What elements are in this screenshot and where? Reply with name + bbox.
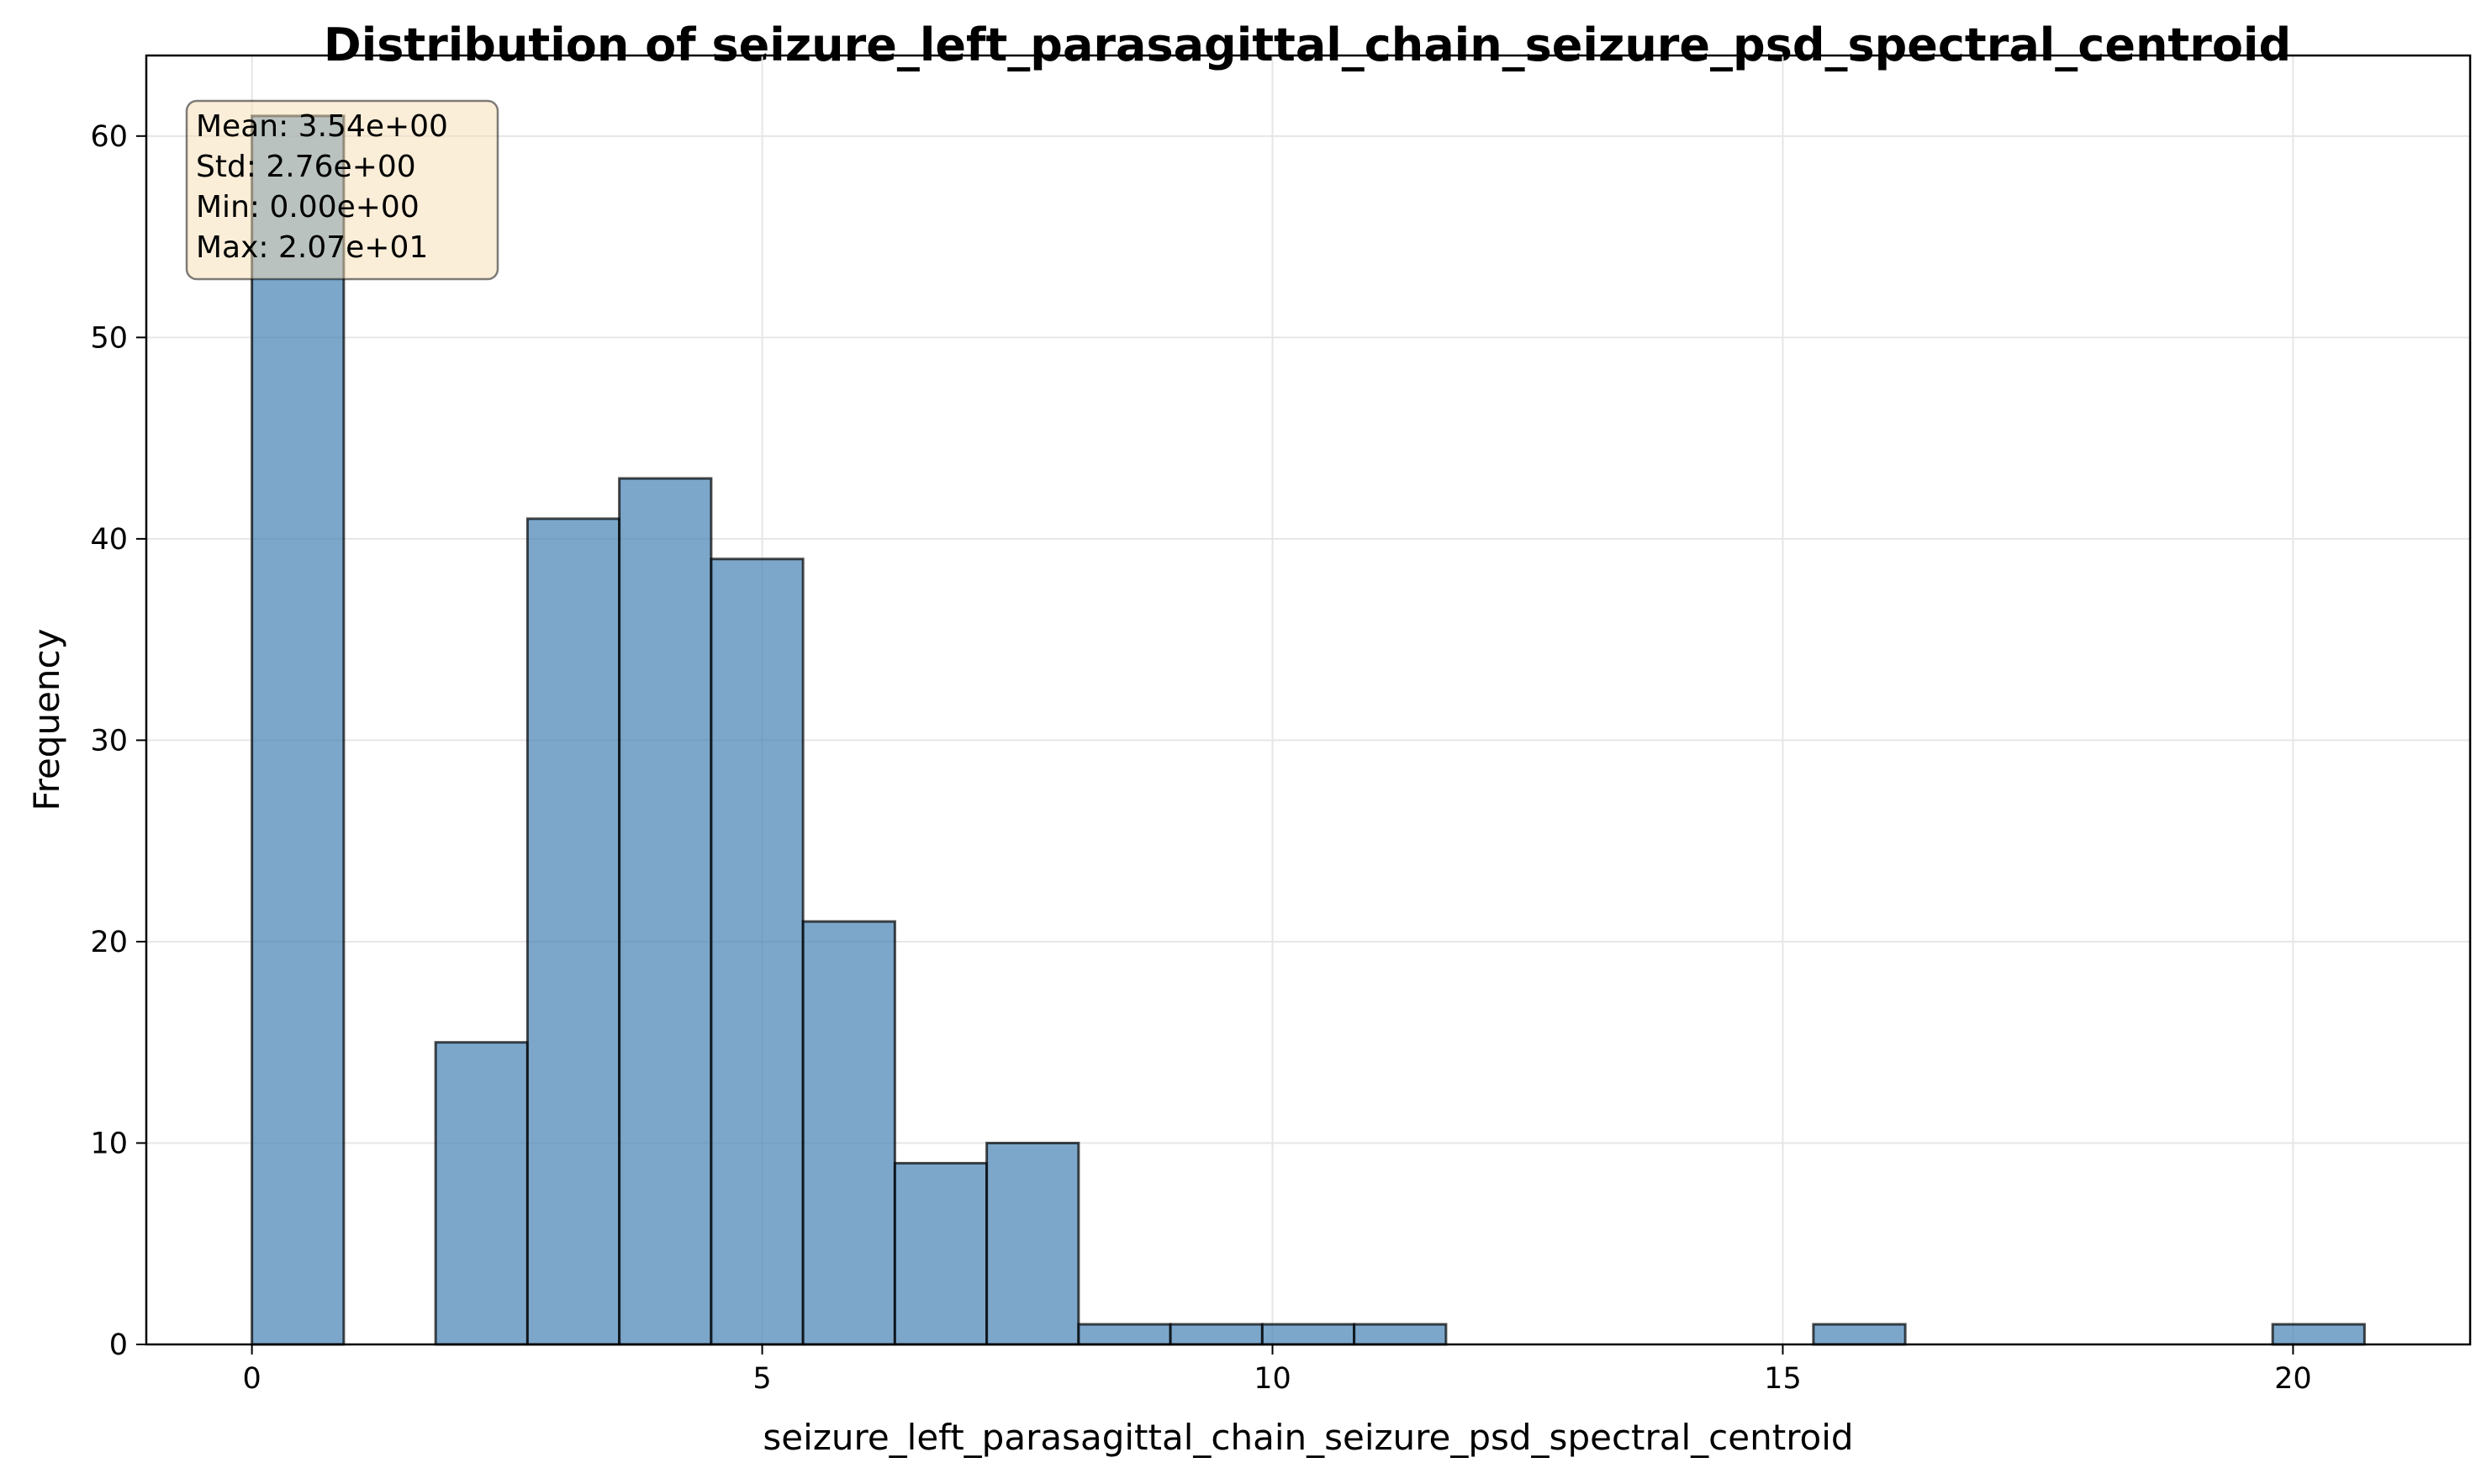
x-tick-label: 15 [1764, 1362, 1802, 1396]
x-tick-label: 5 [752, 1362, 771, 1396]
histogram-bar [801, 920, 896, 1346]
stats-box: Mean: 3.54e+00 Std: 2.76e+00 Min: 0.00e+… [185, 99, 499, 281]
x-tick-label: 10 [1254, 1362, 1291, 1396]
histogram-bar [1812, 1323, 1907, 1346]
y-tick-label: 0 [109, 1328, 128, 1362]
stat-min: Min: 0.00e+00 [196, 190, 420, 224]
histogram-bar [434, 1041, 529, 1346]
y-tick-label: 40 [90, 523, 128, 557]
histogram-bar [618, 477, 713, 1346]
histogram-bar [1260, 1323, 1356, 1346]
y-axis-label: Frequency [26, 629, 67, 811]
x-tick-label: 0 [242, 1362, 261, 1396]
histogram-bar [2271, 1323, 2366, 1346]
histogram-bar [525, 517, 621, 1346]
histogram-bar [251, 114, 346, 1346]
y-tick-label: 30 [90, 724, 128, 758]
histogram-bar [893, 1161, 989, 1346]
y-axis-ticks: 0 10 20 30 40 50 60 [90, 120, 146, 1362]
stat-std: Std: 2.76e+00 [196, 150, 416, 184]
stat-max: Max: 2.07e+01 [196, 230, 428, 265]
x-axis-ticks: 0 5 10 15 20 [242, 1344, 2312, 1396]
stat-mean: Mean: 3.54e+00 [196, 109, 448, 144]
y-tick-label: 60 [90, 120, 128, 154]
histogram-bar [985, 1141, 1080, 1346]
plot-frame [145, 54, 2472, 1346]
stats-box-background [185, 99, 499, 281]
y-tick-label: 20 [90, 926, 128, 959]
histogram-bar [1169, 1323, 1264, 1346]
histogram-bar [710, 557, 805, 1346]
histogram-bar [1353, 1323, 1448, 1346]
x-axis-label: seizure_left_parasagittal_chain_seizure_… [763, 1417, 1853, 1458]
y-tick-label: 50 [90, 321, 128, 355]
x-tick-label: 20 [2274, 1362, 2312, 1396]
y-tick-label: 10 [90, 1127, 128, 1160]
chart-title: Distribution of seizure_left_parasagitta… [324, 18, 2291, 71]
histogram-bars [251, 114, 2366, 1346]
histogram-bar [1077, 1323, 1172, 1346]
